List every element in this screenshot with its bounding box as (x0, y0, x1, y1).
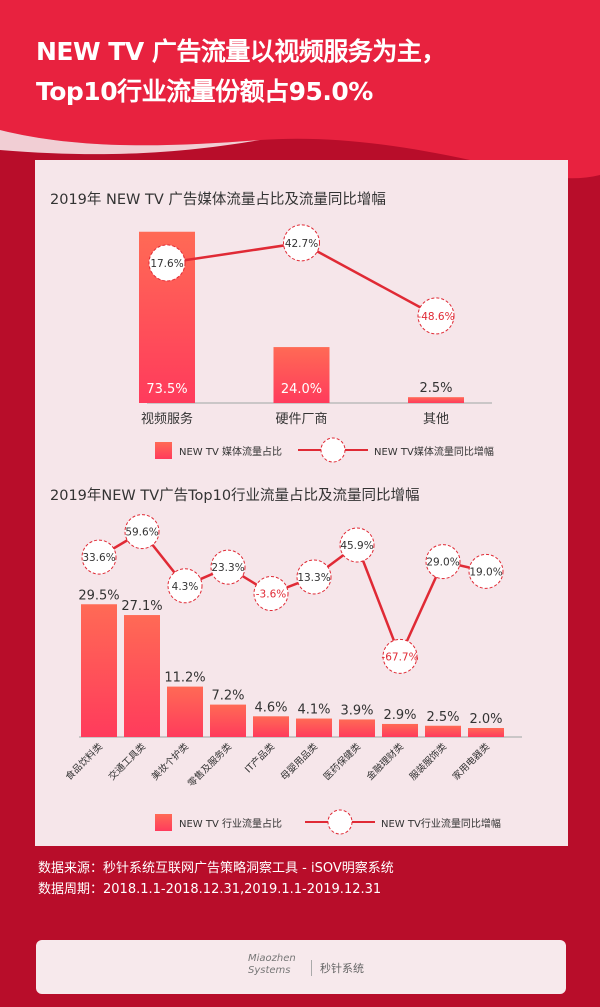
bar-label: 11.2% (164, 671, 205, 686)
legend-line-label: NEW TV行业流量同比增幅 (381, 817, 501, 830)
growth-label: 19.0% (469, 566, 502, 578)
period-line: 数据周期：2018.1.1-2018.12.31,2019.1.1-2019.1… (38, 882, 382, 897)
category-label: 金融理财类 (364, 740, 406, 782)
source-line: 数据来源：秒针系统互联网广告策略洞察工具 - iSOV明察系统 (38, 861, 394, 876)
legend-bar-swatch (155, 442, 172, 459)
growth-label: 23.3% (211, 562, 244, 574)
footer: Miaozhen Systems 秒针系统 (36, 940, 566, 994)
page-title: NEW TV 广告流量以视频服务为主， Top10行业流量份额占95.0% (36, 32, 446, 112)
title-line-2: Top10行业流量份额占95.0% (36, 77, 373, 106)
growth-point (296, 559, 332, 595)
bar-label: 4.6% (254, 700, 287, 715)
growth-label: 59.6% (125, 527, 158, 539)
category-label: 硬件厂商 (275, 412, 327, 427)
bar-label: 4.1% (297, 703, 330, 718)
growth-point (167, 568, 203, 604)
bar (167, 686, 203, 737)
bar-label: 7.2% (211, 689, 244, 704)
legend-bar-swatch (155, 814, 172, 831)
brand-name: 秒针系统 (311, 960, 364, 976)
growth-point (425, 544, 461, 580)
growth-point (283, 224, 320, 262)
chart1-title: 2019年 NEW TV 广告媒体流量占比及流量同比增幅 (50, 192, 386, 208)
category-label: 医药保健类 (321, 740, 363, 782)
growth-label: 29.0% (426, 557, 459, 569)
growth-point (339, 527, 375, 563)
bar (124, 615, 160, 737)
category-label: 视频服务 (141, 411, 193, 427)
category-label: 美妆个护类 (149, 740, 191, 782)
bar-label: 2.5% (426, 710, 459, 725)
bar-label: 29.5% (78, 588, 119, 603)
category-label: 家用电器类 (450, 740, 492, 782)
category-label: 服装服饰类 (407, 740, 449, 782)
title-line-1: NEW TV 广告流量以视频服务为主， (36, 37, 446, 66)
growth-point (124, 514, 160, 550)
legend-bar-label: NEW TV 媒体流量占比 (179, 445, 282, 458)
legend-line-label: NEW TV媒体流量同比增幅 (374, 445, 494, 458)
growth-point (81, 539, 117, 575)
bar-label: 2.0% (469, 712, 502, 727)
bar-label: 73.5% (146, 382, 187, 397)
bar-label: 2.5% (419, 381, 452, 396)
growth-label: 33.6% (82, 552, 115, 564)
bar (296, 718, 332, 737)
bar (210, 704, 246, 737)
bar (273, 347, 330, 403)
growth-point (417, 297, 455, 335)
growth-label: -67.7% (381, 651, 418, 663)
bar-label: 3.9% (340, 703, 373, 718)
growth-label: -48.6% (417, 311, 454, 323)
legend-line-marker (320, 437, 346, 463)
growth-point (253, 576, 289, 612)
growth-point (148, 244, 186, 282)
growth-label: 4.3% (172, 581, 199, 593)
bar-label: 27.1% (121, 599, 162, 614)
category-label: 零售及服务类 (185, 740, 234, 789)
growth-point (382, 638, 418, 674)
miaozhen-logo: Miaozhen Systems (248, 953, 296, 976)
growth-label: 17.6% (150, 258, 183, 270)
growth-point (468, 553, 504, 589)
growth-label: 13.3% (297, 572, 330, 584)
bar (408, 397, 464, 403)
growth-label: -3.6% (256, 589, 286, 601)
growth-label: 42.7% (285, 238, 318, 250)
bar (339, 719, 375, 737)
legend-line-marker (327, 809, 353, 835)
category-label: 交通工具类 (106, 740, 148, 782)
bar-label: 24.0% (281, 382, 322, 397)
bar (425, 725, 461, 737)
bar (253, 716, 289, 737)
bar (81, 604, 117, 737)
chart2-title: 2019年NEW TV广告Top10行业流量占比及流量同比增幅 (50, 488, 420, 504)
source-note: 数据来源：秒针系统互联网广告策略洞察工具 - iSOV明察系统 数据周期：201… (38, 858, 394, 900)
growth-label: 45.9% (340, 540, 373, 552)
bar (468, 728, 504, 737)
header-banner (0, 0, 600, 179)
category-label: 其他 (423, 412, 449, 427)
category-label: IT产品类 (242, 740, 277, 775)
bar-label: 2.9% (383, 708, 416, 723)
bar (382, 723, 418, 737)
growth-line (98, 529, 487, 660)
growth-point (210, 549, 246, 585)
category-label: 食品饮料类 (63, 740, 105, 782)
category-label: 母婴用品类 (278, 740, 320, 782)
legend-bar-label: NEW TV 行业流量占比 (179, 817, 282, 830)
